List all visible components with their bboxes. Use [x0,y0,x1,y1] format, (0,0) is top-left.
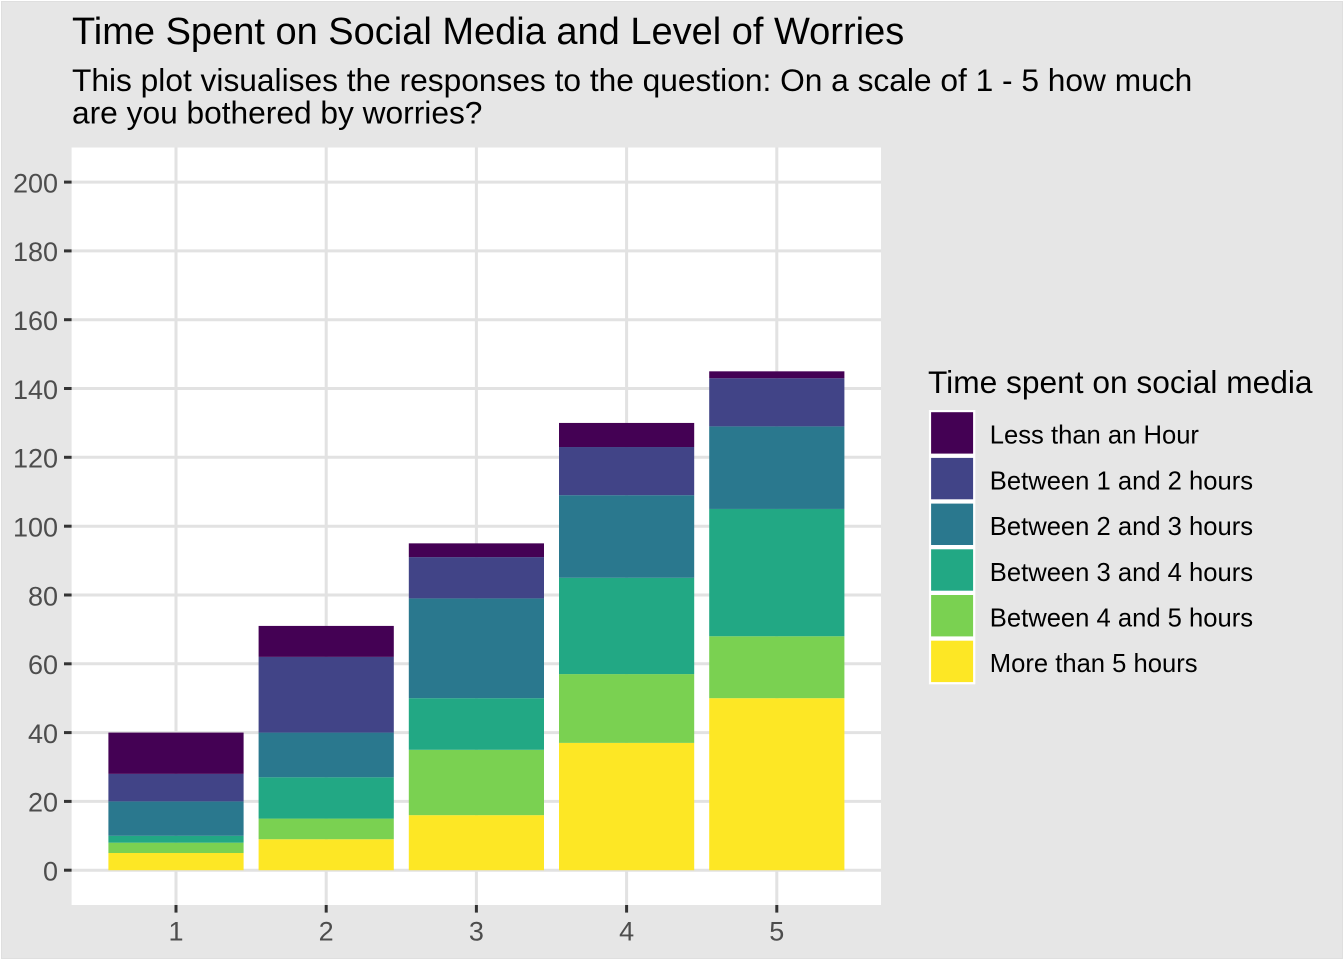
svg-text:60: 60 [28,650,58,680]
svg-text:180: 180 [13,237,58,267]
svg-text:20: 20 [28,788,58,818]
svg-text:120: 120 [13,444,58,474]
svg-text:40: 40 [28,719,58,749]
svg-text:200: 200 [13,168,58,198]
svg-text:100: 100 [13,513,58,543]
svg-text:Less than an Hour: Less than an Hour [990,422,1200,450]
svg-text:Between 2 and 3 hours: Between 2 and 3 hours [990,513,1253,541]
svg-text:160: 160 [13,306,58,336]
svg-text:Time spent on social media: Time spent on social media [928,364,1313,400]
svg-text:Between 3 and 4 hours: Between 3 and 4 hours [990,559,1253,587]
svg-text:This plot visualises the respo: This plot visualises the responses to th… [72,62,1192,98]
svg-text:are you bothered by worries?: are you bothered by worries? [72,95,482,131]
svg-text:5: 5 [769,917,784,947]
svg-text:80: 80 [28,581,58,611]
svg-text:Between 4 and 5 hours: Between 4 and 5 hours [990,605,1253,633]
svg-text:2: 2 [319,917,334,947]
svg-text:140: 140 [13,375,58,405]
svg-text:More than 5 hours: More than 5 hours [990,650,1198,678]
svg-text:1: 1 [168,917,183,947]
svg-text:0: 0 [43,857,58,887]
svg-text:Between 1 and 2 hours: Between 1 and 2 hours [990,467,1253,495]
svg-text:3: 3 [469,917,484,947]
svg-text:4: 4 [619,917,634,947]
svg-text:Time Spent on Social Media and: Time Spent on Social Media and Level of … [72,11,904,53]
